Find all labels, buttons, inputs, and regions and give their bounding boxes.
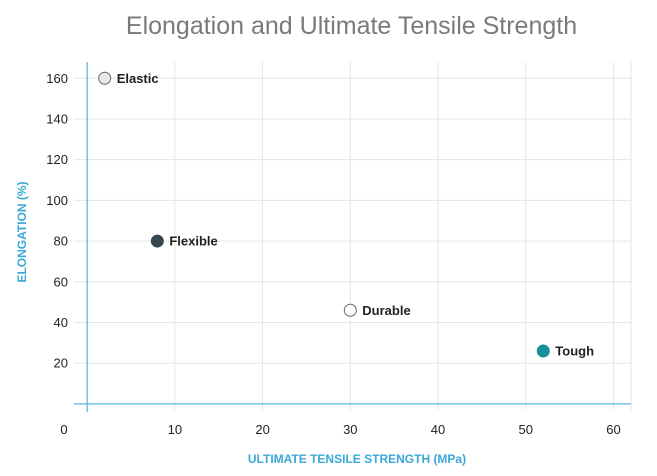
x-tick-label: 20 [255, 422, 269, 437]
x-axis-label: ULTIMATE TENSILE STRENGTH (MPa) [248, 452, 466, 466]
data-point [150, 234, 164, 248]
y-tick-label: 160 [46, 71, 68, 86]
y-tick-label: 20 [54, 356, 68, 371]
grid-lines [74, 62, 632, 410]
x-tick-label: 0 [60, 422, 67, 437]
data-points: Elastic Flexible Durable Tough [98, 71, 594, 358]
x-tick-label: 10 [168, 422, 182, 437]
y-tick-label: 140 [46, 111, 68, 126]
y-axis-label: ELONGATION (%) [15, 181, 29, 282]
data-point [98, 71, 112, 85]
x-tick-label: 30 [343, 422, 357, 437]
y-tick-label: 40 [54, 315, 68, 330]
x-tick-label: 40 [431, 422, 445, 437]
data-point-label: Flexible [169, 234, 217, 249]
x-tick-label: 50 [519, 422, 533, 437]
data-point [536, 344, 550, 358]
chart-title: Elongation and Ultimate Tensile Strength [125, 12, 578, 40]
axes [74, 62, 631, 412]
tick-labels: 0 10 20 30 40 50 60 20 40 60 80 100 120 140 160 [46, 71, 620, 437]
data-point-label: Durable [362, 303, 410, 318]
x-tick-label: 60 [606, 422, 620, 437]
data-point-label: Elastic [117, 71, 159, 86]
y-tick-label: 60 [54, 274, 68, 289]
data-point [343, 303, 357, 317]
data-point-label: Tough [555, 343, 594, 358]
y-tick-label: 100 [46, 193, 68, 208]
y-tick-label: 120 [46, 152, 68, 167]
y-tick-label: 80 [54, 234, 68, 249]
